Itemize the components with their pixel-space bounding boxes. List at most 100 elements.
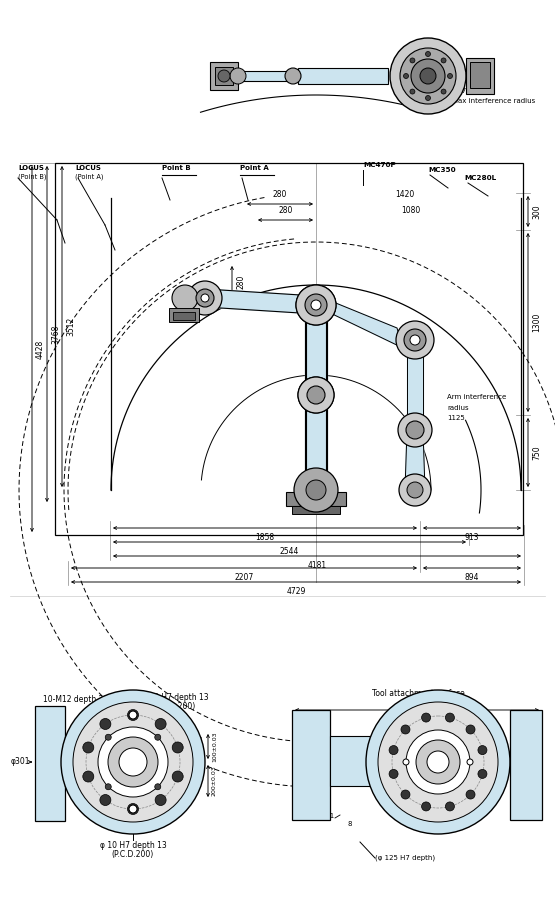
Text: 1125: 1125: [447, 415, 465, 421]
Bar: [298, 68, 388, 84]
Circle shape: [119, 748, 147, 776]
Circle shape: [129, 805, 137, 813]
Circle shape: [128, 709, 139, 720]
Circle shape: [100, 718, 111, 729]
Text: R677: R677: [452, 88, 471, 94]
Circle shape: [311, 300, 321, 310]
Circle shape: [466, 725, 475, 734]
Circle shape: [83, 742, 94, 753]
Circle shape: [422, 802, 431, 811]
Circle shape: [427, 751, 449, 773]
Circle shape: [172, 742, 183, 753]
Text: 200±0.03: 200±0.03: [212, 766, 217, 796]
Circle shape: [296, 285, 336, 325]
Circle shape: [416, 740, 460, 784]
Circle shape: [201, 294, 209, 302]
Circle shape: [410, 89, 415, 94]
Text: 280: 280: [273, 190, 287, 199]
Circle shape: [389, 770, 398, 779]
Circle shape: [390, 38, 466, 114]
Circle shape: [396, 321, 434, 359]
Bar: [510, 710, 542, 820]
Circle shape: [311, 300, 321, 310]
Circle shape: [446, 802, 455, 811]
Text: 3768: 3768: [51, 324, 60, 344]
Text: Max interference radius: Max interference radius: [452, 98, 535, 104]
Text: (P.C.D.200): (P.C.D.200): [112, 849, 154, 858]
Circle shape: [403, 73, 408, 79]
Circle shape: [410, 335, 420, 345]
Circle shape: [306, 480, 326, 500]
Text: LOCUS: LOCUS: [18, 165, 44, 171]
Text: 225: 225: [94, 724, 109, 733]
Circle shape: [389, 746, 398, 755]
Text: 8: 8: [348, 821, 352, 827]
Circle shape: [406, 730, 470, 794]
Circle shape: [399, 474, 431, 506]
Text: 300: 300: [532, 204, 541, 219]
Text: 1858: 1858: [255, 533, 275, 542]
Text: 143: 143: [179, 724, 194, 733]
Text: C1: C1: [325, 813, 335, 819]
Text: 280: 280: [236, 274, 245, 289]
Bar: [169, 308, 199, 322]
Circle shape: [61, 690, 205, 834]
Bar: [466, 58, 494, 94]
Circle shape: [73, 702, 193, 822]
Text: 3512: 3512: [66, 317, 75, 336]
Circle shape: [230, 68, 246, 84]
Circle shape: [446, 713, 455, 722]
Text: Arm interference: Arm interference: [447, 394, 506, 400]
Circle shape: [218, 70, 230, 82]
Circle shape: [172, 771, 183, 782]
Circle shape: [83, 771, 94, 782]
Polygon shape: [204, 289, 316, 314]
Text: 10-M12 depth 20: 10-M12 depth 20: [43, 695, 108, 705]
Circle shape: [128, 803, 139, 814]
Circle shape: [403, 759, 409, 765]
Polygon shape: [407, 340, 423, 430]
Bar: [292, 710, 330, 820]
Circle shape: [441, 58, 446, 63]
Text: (Point B): (Point B): [18, 174, 47, 180]
Circle shape: [426, 95, 431, 101]
Text: Point B: Point B: [162, 165, 190, 171]
Circle shape: [400, 48, 456, 104]
Text: Point A: Point A: [240, 165, 269, 171]
Bar: [238, 71, 293, 81]
Text: φ 10 H7 depth 13: φ 10 H7 depth 13: [100, 841, 166, 849]
Text: 280: 280: [278, 206, 292, 215]
Circle shape: [401, 725, 410, 734]
Text: 4428: 4428: [36, 339, 45, 359]
Circle shape: [98, 727, 168, 797]
Circle shape: [129, 711, 137, 719]
Polygon shape: [306, 395, 326, 490]
Bar: [210, 62, 238, 90]
Text: radius: radius: [447, 405, 468, 411]
Text: 750: 750: [532, 446, 541, 460]
Circle shape: [422, 713, 431, 722]
Circle shape: [100, 794, 111, 805]
Text: 2207: 2207: [234, 573, 254, 582]
Bar: [173, 312, 195, 320]
Text: 1080: 1080: [401, 206, 420, 215]
Circle shape: [478, 746, 487, 755]
Bar: [215, 67, 233, 85]
Text: (φ 125 H7 depth): (φ 125 H7 depth): [375, 855, 435, 861]
Circle shape: [411, 59, 445, 93]
Text: 100±0.03: 100±0.03: [212, 731, 217, 762]
Text: φ125 H7: φ125 H7: [298, 757, 328, 763]
Text: 280: 280: [410, 696, 424, 705]
Circle shape: [398, 413, 432, 447]
Text: 913: 913: [465, 533, 480, 542]
Circle shape: [296, 285, 336, 325]
Text: (P.C.D.200): (P.C.D.200): [154, 703, 196, 712]
Circle shape: [298, 377, 334, 413]
Polygon shape: [405, 430, 425, 490]
Bar: [55, 163, 523, 535]
Bar: [286, 492, 346, 506]
Polygon shape: [306, 305, 326, 395]
Circle shape: [105, 784, 111, 790]
Bar: [470, 62, 490, 88]
Circle shape: [155, 784, 161, 790]
